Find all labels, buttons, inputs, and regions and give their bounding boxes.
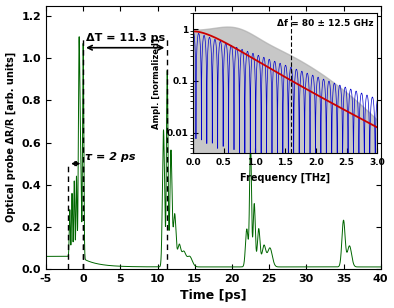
Y-axis label: Optical probe ΔR/R [arb. units]: Optical probe ΔR/R [arb. units] xyxy=(6,52,16,222)
X-axis label: Time [ps]: Time [ps] xyxy=(180,290,247,302)
Text: τ = 2 ps: τ = 2 ps xyxy=(85,152,136,161)
Text: ΔT = 11.3 ps: ΔT = 11.3 ps xyxy=(85,34,165,43)
